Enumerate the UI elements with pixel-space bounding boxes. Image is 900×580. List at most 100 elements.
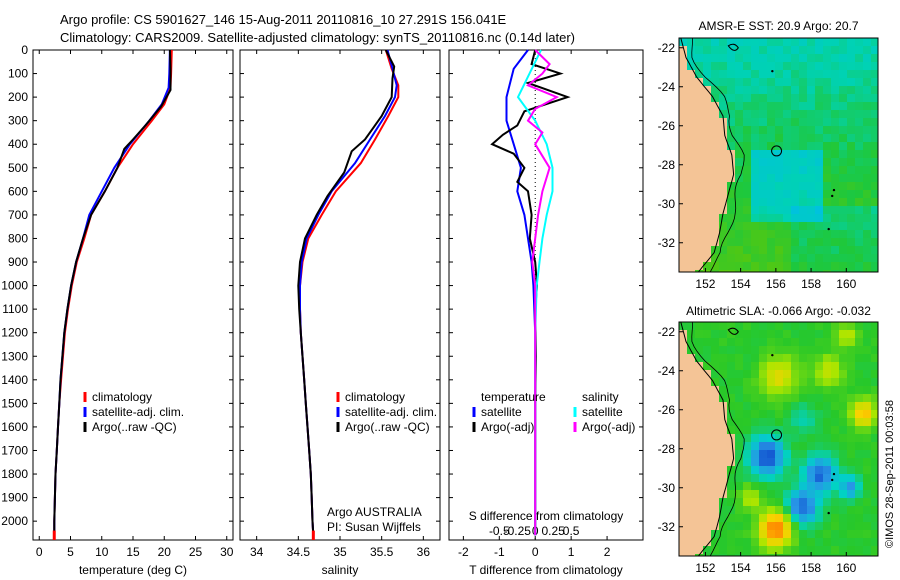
data-cell [783, 118, 791, 126]
island-dot [831, 478, 834, 482]
data-cell [743, 46, 751, 54]
land-cell [719, 458, 727, 466]
land-cell [703, 126, 711, 134]
data-cell [847, 230, 855, 238]
data-cell [783, 150, 791, 158]
data-cell [775, 522, 783, 530]
land-cell [679, 362, 687, 370]
data-cell [743, 222, 751, 230]
map-y-tick-label: -22 [658, 325, 676, 339]
land-cell [711, 214, 719, 222]
data-cell [799, 38, 807, 46]
data-cell [815, 246, 823, 254]
data-cell [743, 474, 751, 482]
data-cell [791, 498, 799, 506]
data-cell [743, 490, 751, 498]
data-cell [743, 118, 751, 126]
x-tick-label: 34 [250, 545, 264, 559]
data-cell [727, 198, 735, 206]
data-cell [823, 70, 831, 78]
data-cell [847, 110, 855, 118]
data-cell [783, 158, 791, 166]
data-cell [799, 442, 807, 450]
land-cell [695, 514, 703, 522]
data-cell [743, 442, 751, 450]
map-y-tick-label: -26 [658, 403, 676, 417]
land-cell [719, 490, 727, 498]
data-cell [759, 522, 767, 530]
data-cell [799, 418, 807, 426]
data-cell [775, 102, 783, 110]
data-cell [831, 38, 839, 46]
data-cell [799, 514, 807, 522]
data-cell [743, 198, 751, 206]
data-cell [871, 166, 878, 174]
data-cell [823, 214, 831, 222]
data-cell [839, 354, 847, 362]
data-cell [743, 94, 751, 102]
data-cell [703, 354, 711, 362]
data-cell [751, 538, 759, 546]
land-cell [687, 450, 695, 458]
data-cell [799, 546, 807, 554]
data-cell [695, 346, 703, 354]
data-cell [831, 410, 839, 418]
data-cell [735, 546, 743, 554]
land-cell [679, 474, 687, 482]
data-cell [807, 394, 815, 402]
data-cell [871, 150, 878, 158]
data-cell [799, 386, 807, 394]
data-cell [791, 522, 799, 530]
data-cell [839, 270, 847, 272]
data-cell [735, 434, 743, 442]
data-cell [743, 426, 751, 434]
data-cell [775, 466, 783, 474]
land-cell [711, 442, 719, 450]
data-cell [767, 78, 775, 86]
data-cell [783, 134, 791, 142]
map-frame [678, 37, 879, 273]
data-cell [719, 546, 727, 554]
data-cell [727, 38, 735, 46]
data-cell [855, 142, 863, 150]
data-cell [735, 394, 743, 402]
data-cell [815, 46, 823, 54]
data-cell [831, 322, 839, 330]
land-cell [687, 78, 695, 86]
x-tick-label: 35.5 [370, 545, 394, 559]
data-cell [743, 362, 751, 370]
data-cell [863, 166, 871, 174]
data-cell [751, 126, 759, 134]
data-cell [839, 198, 847, 206]
data-cell [759, 394, 767, 402]
data-cell [871, 490, 878, 498]
land-cell [695, 174, 703, 182]
data-cell [855, 530, 863, 538]
data-cell [863, 386, 871, 394]
land-cell [711, 482, 719, 490]
data-cell [831, 102, 839, 110]
data-cell [863, 378, 871, 386]
land-cell [719, 434, 727, 442]
land-cell [711, 118, 719, 126]
land-cell [695, 246, 703, 254]
land-cell [703, 458, 711, 466]
land-cell [679, 62, 687, 70]
land-cell [711, 402, 719, 410]
data-cell [847, 142, 855, 150]
data-cell [743, 410, 751, 418]
data-cell [727, 118, 735, 126]
x-tick-label: 30 [220, 545, 234, 559]
land-cell [719, 442, 727, 450]
land-cell [703, 214, 711, 222]
data-cell [759, 498, 767, 506]
data-cell [783, 354, 791, 362]
data-cell [743, 230, 751, 238]
land-cell [695, 546, 703, 554]
data-cell [743, 110, 751, 118]
island-dot [827, 227, 830, 231]
data-cell [791, 538, 799, 546]
data-cell [831, 482, 839, 490]
land-cell [679, 94, 687, 102]
data-cell [823, 402, 831, 410]
